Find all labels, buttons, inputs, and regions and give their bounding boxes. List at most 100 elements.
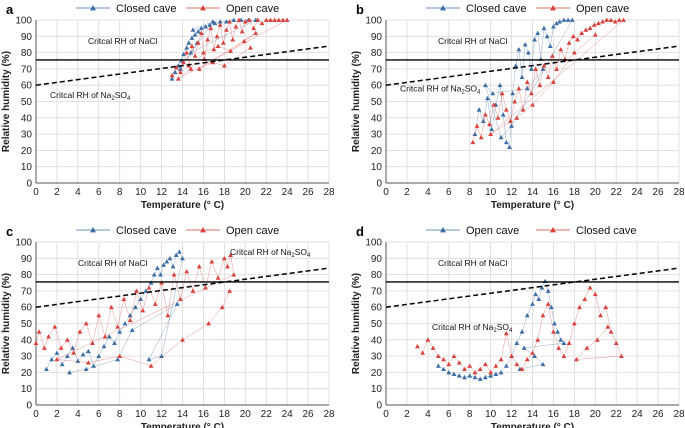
x-tick-label: 12 <box>156 187 168 198</box>
data-point <box>134 288 139 293</box>
data-point <box>227 288 232 293</box>
y-tick-label: 50 <box>371 97 383 108</box>
data-point <box>435 353 441 359</box>
data-point <box>480 118 486 123</box>
y-tick-label: 20 <box>371 146 383 157</box>
data-point <box>537 82 543 88</box>
data-point <box>545 74 551 79</box>
data-point <box>251 25 257 31</box>
y-tick-label: 30 <box>21 352 33 363</box>
data-point <box>210 19 216 24</box>
legend-marker <box>200 5 206 11</box>
x-tick-label: 8 <box>467 409 473 420</box>
x-tick-label: 12 <box>506 409 518 420</box>
data-point <box>190 288 196 293</box>
x-tick-label: 20 <box>590 409 602 420</box>
series-open-cave <box>33 252 237 368</box>
data-point <box>446 370 452 375</box>
data-point <box>605 324 611 329</box>
y-tick-label: 10 <box>21 384 33 395</box>
data-point <box>414 343 420 349</box>
data-point <box>583 27 589 32</box>
data-point <box>159 353 164 359</box>
y-tick-label: 80 <box>371 48 383 59</box>
data-point <box>169 73 175 78</box>
x-tick-label: 0 <box>383 409 389 420</box>
data-point <box>577 304 582 310</box>
x-tick-label: 24 <box>632 187 644 198</box>
data-point <box>472 374 478 380</box>
data-point <box>603 304 609 310</box>
data-point <box>514 340 520 345</box>
data-point <box>571 321 577 326</box>
y-tick-label: 60 <box>21 81 33 92</box>
data-point <box>268 17 273 22</box>
data-point <box>579 30 585 35</box>
data-point <box>608 329 614 334</box>
data-point <box>472 370 478 375</box>
data-point <box>171 272 177 277</box>
data-point <box>180 337 185 342</box>
data-point <box>167 255 173 261</box>
y-tick-label: 10 <box>21 162 33 173</box>
data-point <box>122 321 128 326</box>
data-point <box>516 86 522 91</box>
annotation-nacl: Critcal RH of NaCl <box>78 258 148 268</box>
data-point <box>462 366 467 372</box>
x-tick-label: 10 <box>485 187 497 198</box>
data-point <box>495 115 501 120</box>
data-point <box>188 66 194 71</box>
data-point <box>558 46 564 52</box>
series-open-cave <box>470 17 626 145</box>
data-point <box>584 345 590 350</box>
data-point <box>77 329 83 334</box>
data-point <box>540 361 546 367</box>
legend: Closed cave Open cave <box>426 3 629 15</box>
na2so4-critical-line <box>385 267 680 308</box>
legend-item: Open cave <box>186 3 279 15</box>
data-point <box>203 285 208 290</box>
x-tick-label: 8 <box>117 187 123 198</box>
y-tick-label: 30 <box>21 130 33 141</box>
x-tick-label: 8 <box>117 409 123 420</box>
data-point <box>565 17 571 22</box>
data-point <box>96 312 102 318</box>
data-point <box>203 24 208 29</box>
y-tick-label: 90 <box>371 32 383 43</box>
legend-marker <box>90 5 96 11</box>
data-point <box>201 50 206 55</box>
data-point <box>196 264 202 269</box>
y-tick-label: 30 <box>371 130 383 141</box>
y-tick-label: 100 <box>15 238 32 249</box>
data-point <box>241 38 247 44</box>
data-point <box>478 134 484 140</box>
data-point <box>195 40 201 45</box>
data-point <box>208 25 214 31</box>
x-tick-label: 16 <box>198 187 210 198</box>
legend-label: Closed cave <box>466 3 527 15</box>
data-point <box>176 249 182 254</box>
x-tick-label: 18 <box>219 409 231 420</box>
data-point <box>190 27 196 32</box>
x-tick-label: 14 <box>177 409 189 420</box>
data-point <box>58 345 64 350</box>
x-tick-label: 16 <box>548 409 560 420</box>
data-point <box>570 33 576 39</box>
data-point <box>530 350 535 355</box>
data-point <box>178 296 183 301</box>
data-point <box>548 304 554 310</box>
x-tick-label: 4 <box>425 409 431 420</box>
y-tick-label: 60 <box>371 81 383 92</box>
data-point <box>571 50 577 55</box>
data-point <box>532 37 537 42</box>
data-point <box>165 312 171 318</box>
data-point <box>239 29 245 34</box>
data-point <box>591 22 597 27</box>
y-tick-label: 10 <box>371 384 383 395</box>
legend-item: Closed cave <box>76 225 177 237</box>
data-point <box>46 334 51 339</box>
data-point <box>554 66 559 71</box>
data-point <box>596 20 601 26</box>
